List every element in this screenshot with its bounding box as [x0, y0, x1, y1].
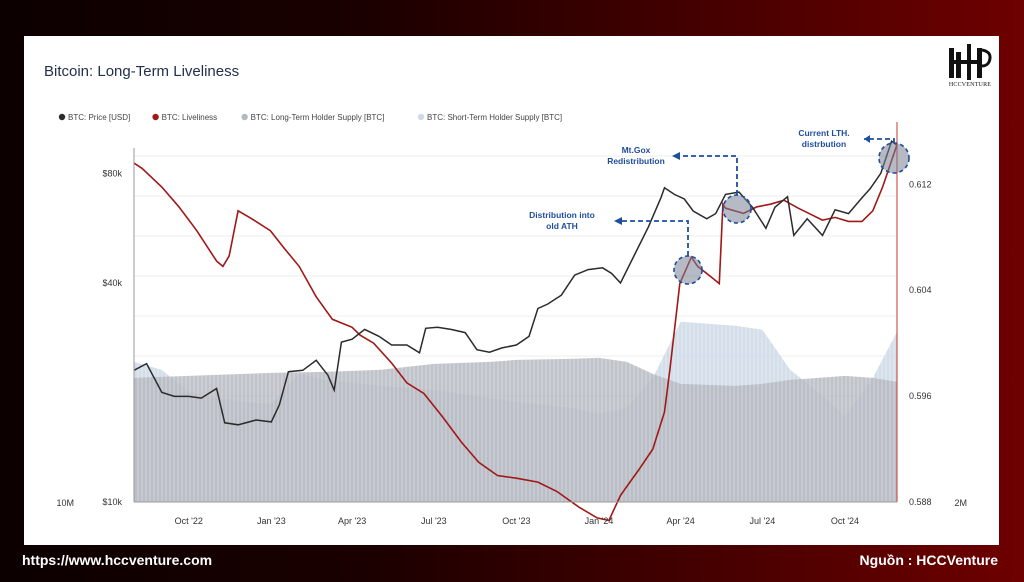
series-lth-supply-area [134, 357, 897, 502]
legend-label-2: BTC: Long-Term Holder Supply [BTC] [251, 113, 385, 122]
x-tick-label: Jul '23 [421, 516, 447, 526]
logo-text: HCCVENTURE [948, 82, 992, 88]
supply-tick-label: 10M [56, 498, 74, 508]
legend-label-0: BTC: Price [USD] [68, 113, 130, 122]
hccventure-logo: HCCVENTURE [943, 42, 997, 98]
footer-source: Nguồn : HCCVenture [859, 552, 998, 568]
footer-url[interactable]: https://www.hccventure.com [22, 552, 213, 568]
chart-panel: Bitcoin: Long-Term Liveliness HCCVENTURE… [24, 36, 999, 545]
annotation-circle-2 [673, 255, 703, 285]
legend-label-3: BTC: Short-Term Holder Supply [BTC] [427, 113, 562, 122]
annotation-label-2: old ATH [546, 221, 578, 231]
annotation-connector-2 [616, 220, 689, 256]
x-tick-label: Apr '23 [338, 516, 366, 526]
price-tick-label: $40k [102, 278, 122, 288]
price-tick-label: $10k [102, 497, 122, 507]
chart-title: Bitcoin: Long-Term Liveliness [44, 63, 240, 80]
liveliness-tick-label: 0.604 [909, 285, 932, 295]
annotation-label-0: distrbution [802, 139, 846, 149]
logo-mark-icon [949, 44, 992, 80]
annotation-arrow-0 [864, 135, 870, 143]
annotation-label-2: Distribution into [529, 210, 595, 220]
annotation-circle-0 [878, 142, 910, 174]
annotation-label-1: Mt.Gox [622, 145, 651, 155]
annotation-label-1: Redistribution [607, 156, 665, 166]
x-tick-label: Jan '24 [585, 516, 614, 526]
legend-marker-3 [417, 113, 425, 121]
supply-stripes [133, 278, 895, 502]
x-tick-label: Oct '22 [175, 516, 203, 526]
x-tick-label: Jul '24 [749, 516, 775, 526]
legend-marker-0 [58, 113, 66, 121]
annotation-label-0: Current LTH. [798, 128, 849, 138]
chart-svg: BTC: Price [USD] BTC: Liveliness BTC: Long… [56, 113, 967, 526]
liveliness-tick-label: 0.596 [909, 391, 932, 401]
legend-marker-2 [241, 113, 248, 121]
series-price-line [133, 139, 898, 426]
annotation-connector-1 [674, 155, 738, 195]
liveliness-tick-label: 0.612 [909, 179, 932, 189]
supply-tick-label-right: 2M [954, 498, 967, 508]
annotation-arrow-1 [672, 152, 680, 160]
annotation-circle-1 [722, 194, 752, 224]
x-tick-label: Oct '24 [831, 516, 859, 526]
annotation-arrow-2 [614, 217, 622, 225]
legend-label-1: BTC: Liveliness [162, 113, 218, 122]
price-tick-label: $80k [102, 168, 122, 178]
x-tick-label: Jan '23 [257, 516, 286, 526]
x-tick-label: Apr '24 [667, 516, 695, 526]
legend-marker-1 [152, 113, 159, 121]
annotation-connector-0 [864, 138, 895, 143]
liveliness-tick-label: 0.588 [909, 497, 932, 507]
x-tick-label: Oct '23 [502, 516, 530, 526]
